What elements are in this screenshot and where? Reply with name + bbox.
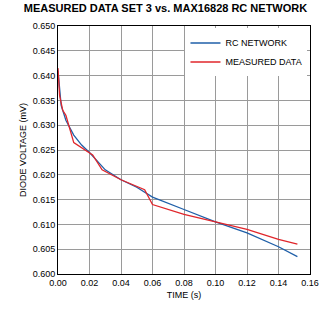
svg-text:0.640: 0.640 <box>33 71 56 81</box>
svg-text:0.14: 0.14 <box>270 278 288 288</box>
svg-text:MEASURED DATA SET 3 vs. MAX168: MEASURED DATA SET 3 vs. MAX16828 RC NETW… <box>24 2 307 14</box>
svg-text:0.06: 0.06 <box>144 278 162 288</box>
svg-text:0.610: 0.610 <box>33 220 56 230</box>
svg-text:0.620: 0.620 <box>33 170 56 180</box>
svg-text:0.615: 0.615 <box>33 195 56 205</box>
svg-text:0.625: 0.625 <box>33 145 56 155</box>
svg-text:0.650: 0.650 <box>33 21 56 31</box>
svg-text:0.08: 0.08 <box>175 278 193 288</box>
svg-text:0.635: 0.635 <box>33 96 56 106</box>
svg-text:0.16: 0.16 <box>301 278 319 288</box>
svg-text:0.10: 0.10 <box>207 278 225 288</box>
svg-text:TIME (s): TIME (s) <box>167 290 202 300</box>
svg-text:0.605: 0.605 <box>33 244 56 254</box>
svg-text:0.12: 0.12 <box>238 278 256 288</box>
svg-text:0.02: 0.02 <box>81 278 99 288</box>
svg-text:0.600: 0.600 <box>33 269 56 279</box>
svg-text:0.630: 0.630 <box>33 120 56 130</box>
svg-text:RC NETWORK: RC NETWORK <box>225 38 286 48</box>
svg-text:0.645: 0.645 <box>33 46 56 56</box>
svg-text:DIODE VOLTAGE (mV): DIODE VOLTAGE (mV) <box>18 103 28 197</box>
svg-text:0.04: 0.04 <box>112 278 130 288</box>
svg-text:MEASURED DATA: MEASURED DATA <box>225 57 301 67</box>
svg-text:0.00: 0.00 <box>49 278 67 288</box>
